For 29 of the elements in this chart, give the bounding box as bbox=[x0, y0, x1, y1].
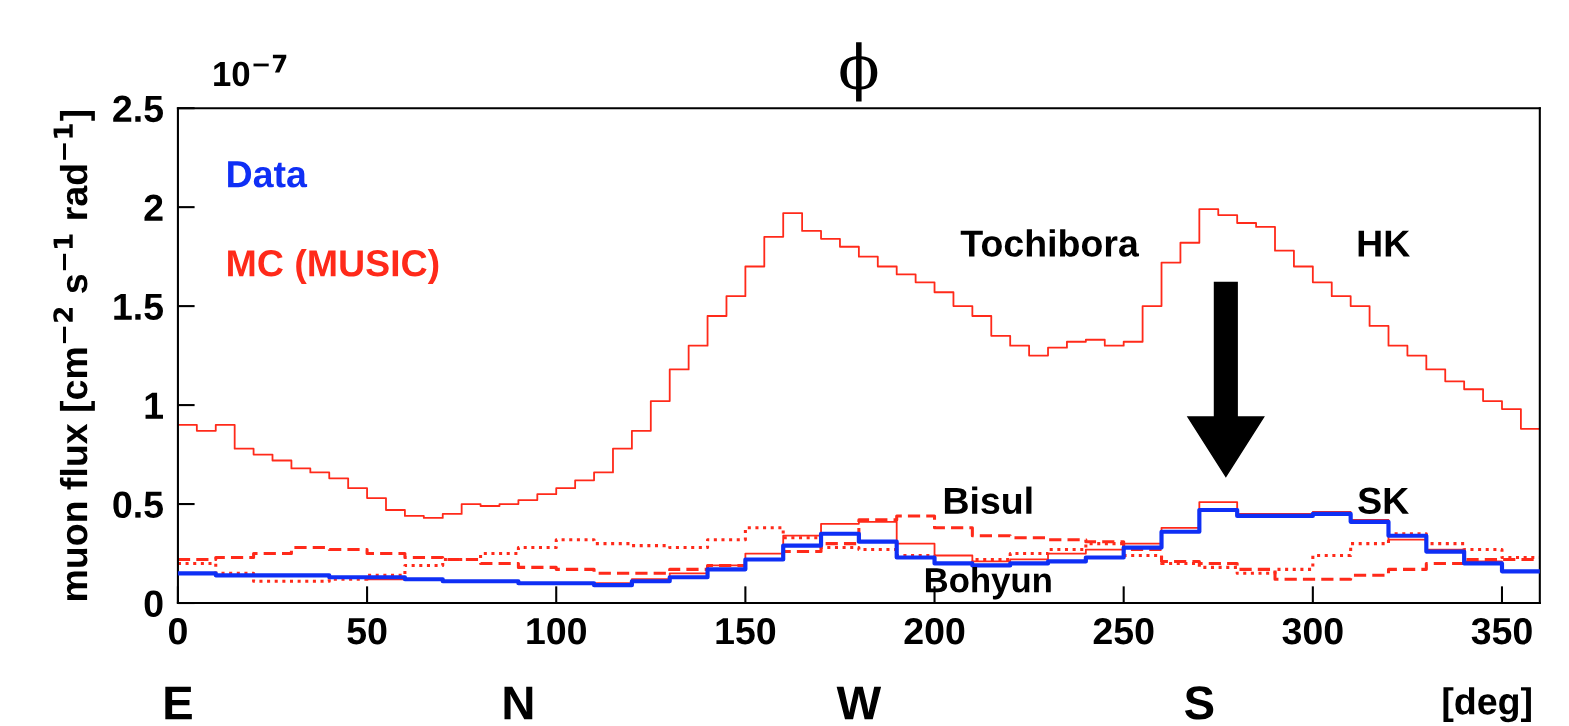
y-tick-label: 0 bbox=[144, 590, 163, 617]
y-tick-label: 2.5 bbox=[113, 95, 163, 123]
text: 10$^{−7}$ bbox=[214, 54, 287, 87]
y-tick-label: 1.5 bbox=[114, 293, 163, 321]
text: Data bbox=[228, 161, 308, 188]
y-tick-label: 1 bbox=[145, 392, 163, 419]
chart-title: ϕ bbox=[840, 42, 878, 102]
x-tick-label: 150 bbox=[716, 617, 776, 645]
x-tick-label: 50 bbox=[347, 617, 387, 645]
annotation: Tochibora bbox=[960, 229, 1140, 257]
x-tick-label: 0 bbox=[168, 617, 187, 645]
annotation: SK bbox=[1358, 487, 1409, 515]
x-tick-label: 250 bbox=[1093, 617, 1154, 645]
y-tick-label: 0.5 bbox=[113, 491, 163, 518]
x-tick-label: 300 bbox=[1282, 617, 1343, 645]
text: S bbox=[1184, 686, 1214, 720]
x-axis-title: [deg] bbox=[1443, 687, 1531, 723]
x-tick-label: 350 bbox=[1471, 617, 1532, 645]
text: E bbox=[165, 686, 192, 720]
text: N bbox=[504, 686, 533, 720]
annotation: Bisul bbox=[944, 486, 1032, 515]
annotation: HK bbox=[1358, 230, 1410, 257]
y-axis-title: muon flux [cm$^{−2}$ s$^{−1}$ rad$^{−1}$] bbox=[53, 110, 95, 601]
text: W bbox=[836, 686, 882, 720]
x-tick-label: 200 bbox=[904, 617, 965, 645]
annotation: MC (MUSIC) bbox=[228, 249, 439, 284]
annotation: Bohyun bbox=[925, 567, 1051, 600]
y-tick-label: 2 bbox=[144, 194, 163, 221]
x-tick-label: 100 bbox=[527, 617, 586, 645]
